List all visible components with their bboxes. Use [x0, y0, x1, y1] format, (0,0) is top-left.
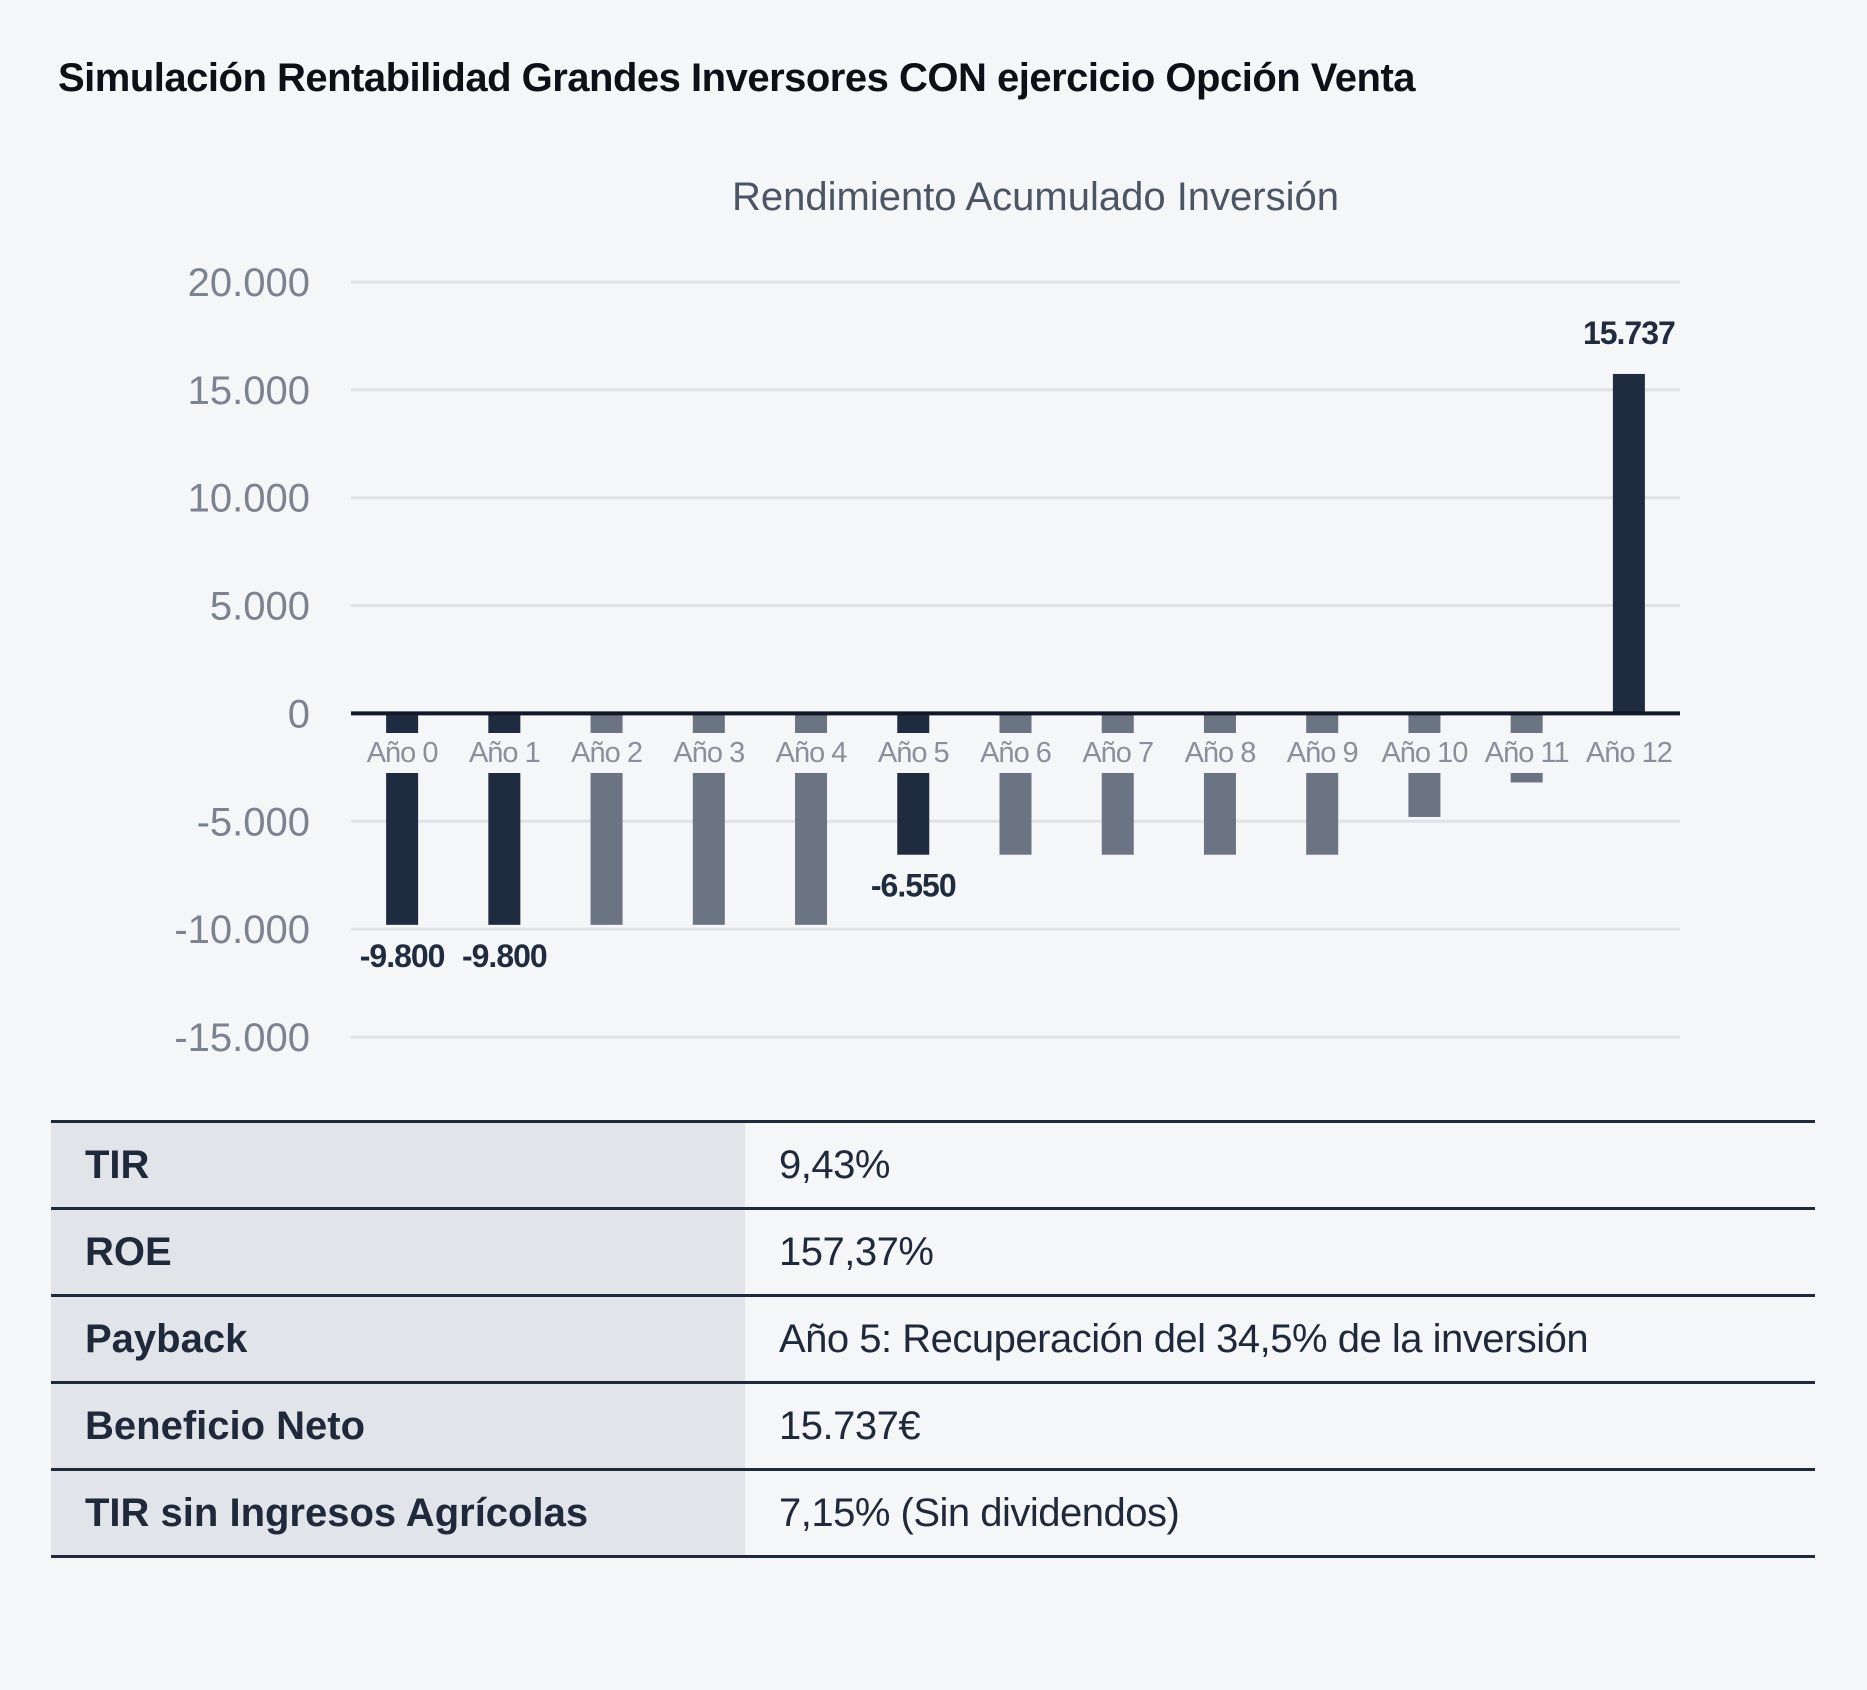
metric-value: 157,37%	[745, 1207, 1815, 1296]
y-tick-label: 5.000	[210, 585, 310, 629]
x-tick-label: Año 1	[469, 737, 540, 769]
data-label: 15.737	[1583, 315, 1675, 351]
metric-value: 15.737€	[745, 1381, 1815, 1470]
table-row: Beneficio Neto 15.737€	[51, 1381, 1815, 1470]
x-tick-label: Año 8	[1185, 737, 1256, 769]
y-tick-label: -5.000	[197, 800, 310, 844]
y-tick-label: -10.000	[174, 908, 310, 952]
bar	[1612, 373, 1645, 714]
metric-value: 9,43%	[745, 1120, 1815, 1209]
metric-label: ROE	[51, 1207, 745, 1296]
x-tick-label: Año 3	[673, 737, 744, 769]
y-tick-label: 20.000	[188, 261, 310, 305]
bar-chart: Rendimiento Acumulado Inversión 20.000 15.…	[174, 175, 1680, 1060]
x-tick-label: Año 11	[1485, 737, 1569, 769]
table-row: ROE 157,37%	[51, 1207, 1815, 1296]
chart-title: Rendimiento Acumulado Inversión	[732, 175, 1339, 219]
table-row: TIR sin Ingresos Agrícolas 7,15% (Sin div…	[51, 1468, 1815, 1558]
x-tick-label: Año 9	[1287, 737, 1358, 769]
metric-label: Payback	[51, 1294, 745, 1383]
metric-label: TIR	[51, 1120, 745, 1209]
table-row: TIR 9,43%	[51, 1120, 1815, 1209]
data-label: -9.800	[360, 938, 445, 974]
y-tick-label: 0	[288, 692, 310, 736]
x-tick-label: Año 2	[571, 737, 642, 769]
x-tick-label: Año 0	[367, 737, 438, 769]
data-label: -9.800	[462, 938, 547, 974]
metric-label: TIR sin Ingresos Agrícolas	[51, 1468, 745, 1558]
x-tick-label: Año 6	[980, 737, 1051, 769]
y-tick-label: 15.000	[188, 369, 310, 413]
x-tick-label: Año 10	[1381, 737, 1467, 769]
metric-value: 7,15% (Sin dividendos)	[745, 1468, 1815, 1558]
metric-value: Año 5: Recuperación del 34,5% de la inve…	[745, 1294, 1815, 1383]
page-title: Simulación Rentabilidad Grandes Inversor…	[58, 56, 1416, 100]
metrics-table: TIR 9,43% ROE 157,37% Payback Año 5: Recupera…	[51, 1120, 1815, 1558]
y-tick-label: 10.000	[188, 477, 310, 521]
metric-label: Beneficio Neto	[51, 1381, 745, 1470]
x-tick-label: Año 7	[1082, 737, 1153, 769]
y-tick-label: -15.000	[174, 1016, 310, 1060]
table-row: Payback Año 5: Recuperación del 34,5% de …	[51, 1294, 1815, 1383]
x-tick-label: Año 4	[776, 737, 848, 769]
data-label: -6.550	[871, 868, 956, 904]
x-tick-label: Año 5	[878, 737, 949, 769]
x-tick-label: Año 12	[1586, 737, 1672, 769]
x-label-band	[351, 733, 1680, 773]
